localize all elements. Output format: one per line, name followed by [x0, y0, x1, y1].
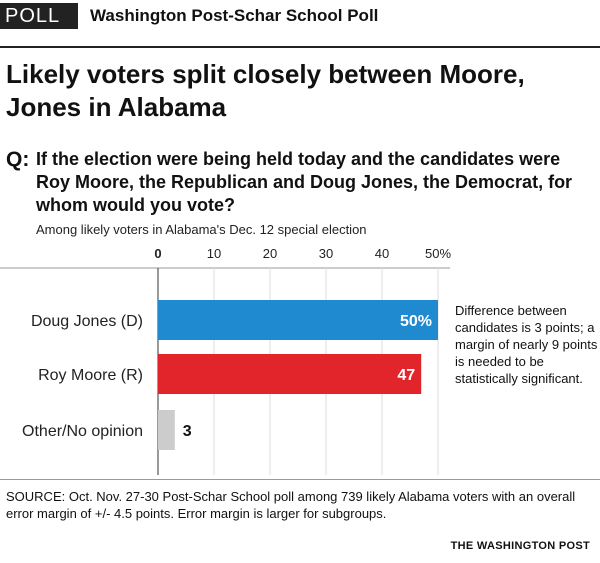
question-text: If the election were being held today an… [36, 149, 573, 215]
source-text: SOURCE: Oct. Nov. 27-30 Post-Schar Schoo… [6, 489, 576, 521]
question-label: Q: [6, 148, 30, 171]
chart-subtitle: Among likely voters in Alabama's Dec. 12… [36, 222, 367, 237]
category-label: Doug Jones (D) [31, 313, 143, 330]
bar [158, 410, 175, 450]
header: POLL Washington Post-Schar School Poll [0, 0, 600, 32]
value-label: 50% [400, 313, 432, 330]
x-tick-label: 0 [154, 246, 161, 261]
x-tick-label: 20 [263, 246, 277, 261]
header-rule [0, 46, 600, 48]
bar [158, 300, 438, 340]
poll-badge: POLL [0, 3, 78, 29]
category-label: Other/No opinion [22, 423, 143, 440]
source-rule [0, 479, 600, 480]
x-tick-label: 10 [207, 246, 221, 261]
bar-chart: 0 10 20 30 40 50% Doug Jones (D) 50% Roy Moore (… [0, 246, 451, 475]
credit: THE WASHINGTON POST [450, 540, 590, 552]
value-label: 47 [397, 367, 415, 384]
margin-note: Difference between candidates is 3 point… [455, 303, 598, 386]
category-label: Roy Moore (R) [38, 367, 143, 384]
bar [158, 354, 422, 394]
x-tick-label: 50% [425, 246, 451, 261]
x-tick-label: 30 [319, 246, 333, 261]
x-tick-label: 40 [375, 246, 389, 261]
value-label: 3 [183, 423, 192, 440]
poll-name: Washington Post-Schar School Poll [90, 6, 379, 25]
headline: Likely voters split closely between Moor… [6, 59, 525, 122]
